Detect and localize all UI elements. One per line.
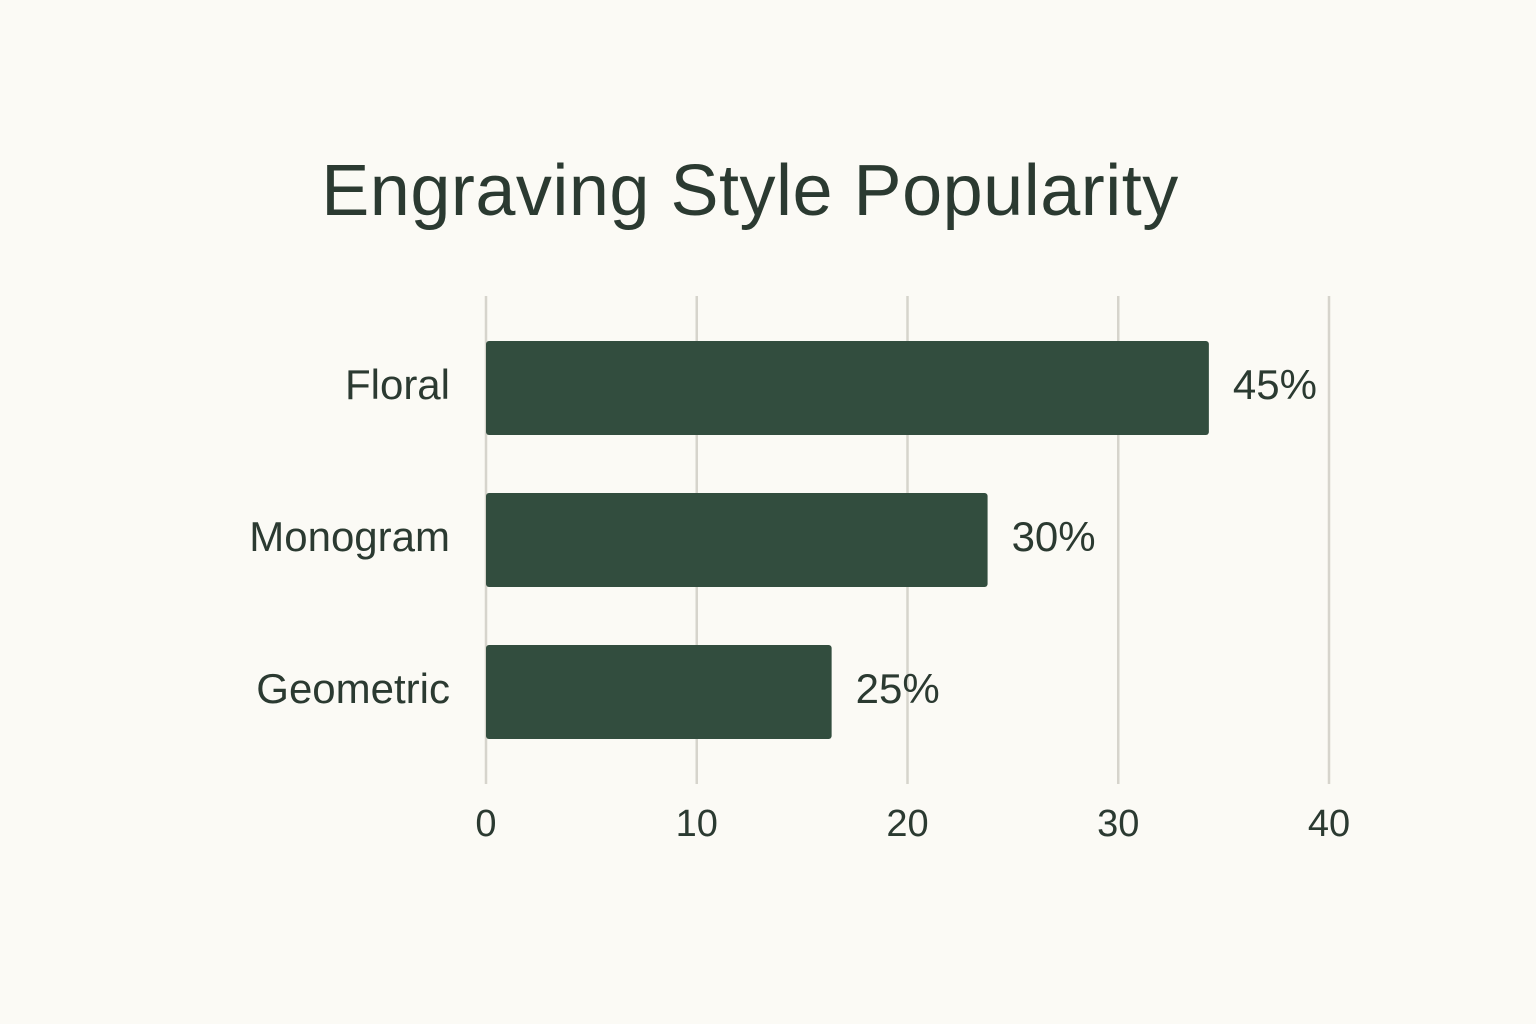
category-label: Monogram	[249, 513, 450, 560]
x-tick-label: 30	[1097, 803, 1139, 845]
bar-geometric	[486, 645, 832, 739]
x-tick-label: 0	[475, 803, 496, 845]
value-label: 30%	[1012, 513, 1096, 560]
x-tick-label: 10	[676, 803, 718, 845]
bar-monogram	[486, 493, 988, 587]
category-labels: Floral Monogram Geometric	[249, 361, 450, 712]
x-tick-label: 20	[886, 803, 928, 845]
bars	[486, 341, 1209, 739]
x-tick-label: 40	[1308, 803, 1350, 845]
category-label: Floral	[345, 361, 450, 408]
x-axis-ticks: 0 10 20 30 40	[475, 803, 1350, 845]
category-label: Geometric	[256, 665, 450, 712]
value-label: 25%	[856, 665, 940, 712]
chart-title: Engraving Style Popularity	[321, 151, 1179, 231]
bar-floral	[486, 341, 1209, 435]
value-labels: 45% 30% 25%	[856, 361, 1317, 712]
value-label: 45%	[1233, 361, 1317, 408]
